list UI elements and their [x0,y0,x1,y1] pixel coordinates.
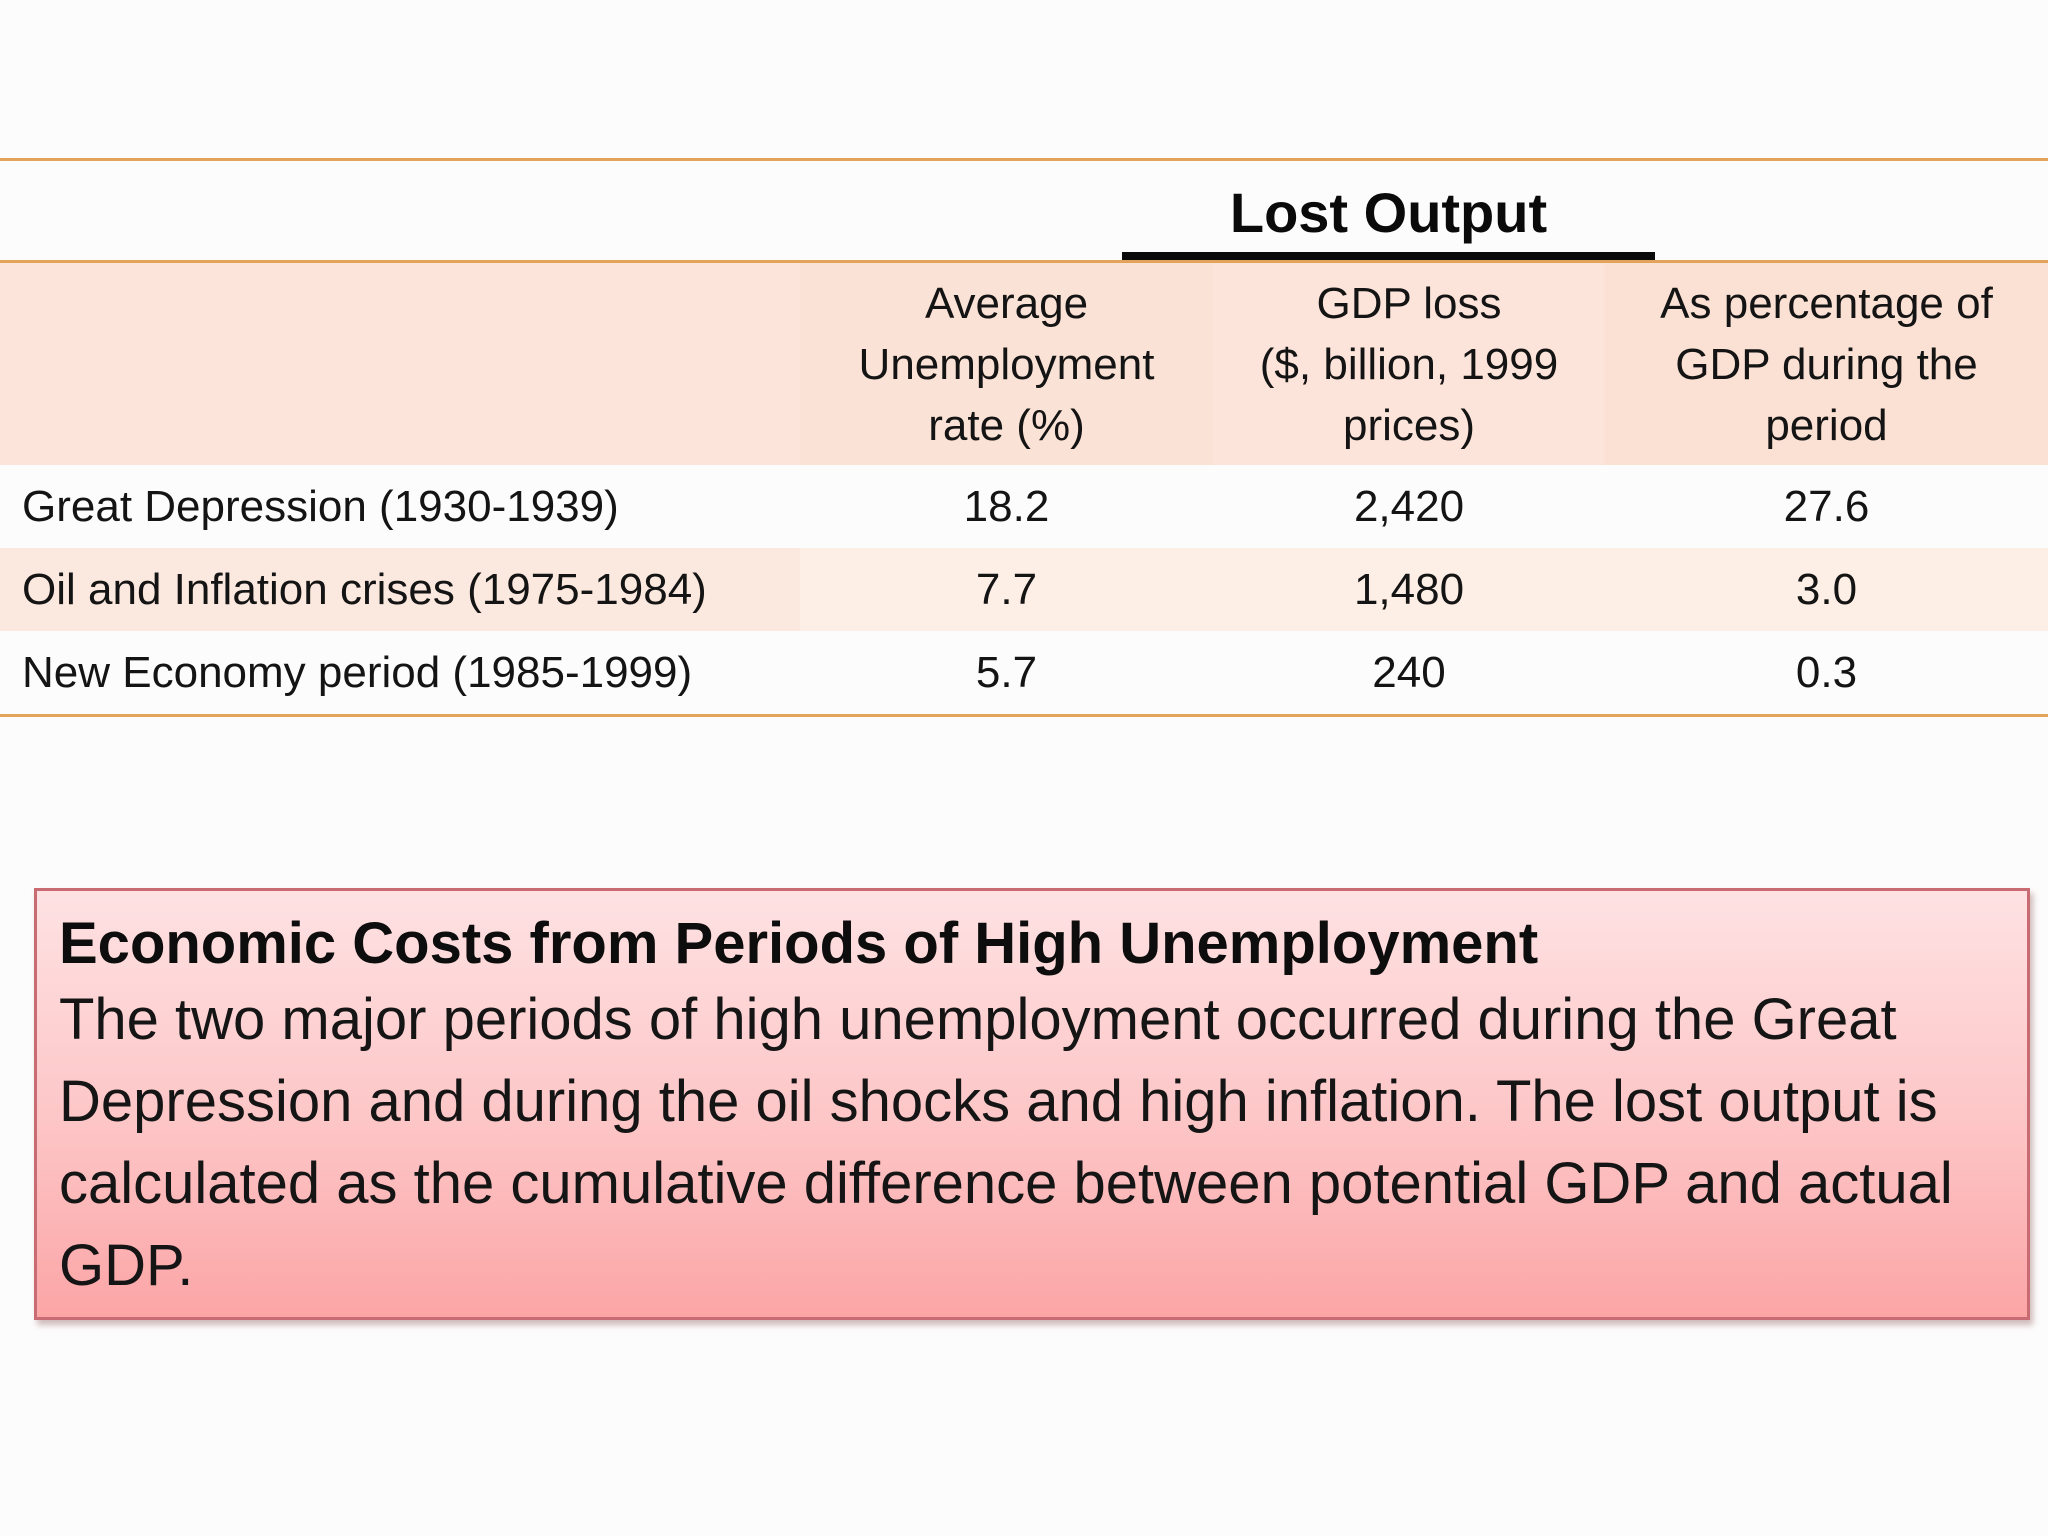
unemployment-value: 5.7 [975,647,1038,697]
lost-output-table: Lost Output Average Unemployment rate (%… [0,158,2048,717]
lost-output-heading: Lost Output [1229,181,1548,244]
gdp-loss-value: 1,480 [1353,564,1465,614]
caption-body: The two major periods of high unemployme… [59,987,1953,1298]
pct-gdp-value: 0.3 [1795,647,1858,697]
header-cell-unemployment: Average Unemployment rate (%) [800,263,1213,465]
caption-title: Economic Costs from Periods of High Unem… [59,911,1539,976]
header-unemployment-label: Average Unemployment rate (%) [858,278,1155,450]
table-row: New Economy period (1985-1999) 5.7 240 0… [0,631,2048,714]
lost-output-underline [1122,252,1655,260]
header-pct-gdp-label: As percentage of GDP during the period [1660,278,1993,450]
row-label: Great Depression (1930-1939) [22,481,619,531]
row-label: New Economy period (1985-1999) [22,647,693,697]
unemployment-value: 18.2 [963,481,1050,531]
header-cell-pct-gdp: As percentage of GDP during the period [1605,263,2048,465]
header-gdp-loss-label: GDP loss ($, billion, 1999 prices) [1259,278,1559,450]
pct-gdp-value: 3.0 [1795,564,1858,614]
header-cell-gdp-loss: GDP loss ($, billion, 1999 prices) [1213,263,1605,465]
header-cell-period [0,263,800,465]
gdp-loss-value: 2,420 [1353,481,1465,531]
unemployment-value: 7.7 [975,564,1038,614]
pct-gdp-value: 27.6 [1783,481,1870,531]
caption-box: Economic Costs from Periods of High Unem… [34,888,2030,1320]
table-row: Great Depression (1930-1939) 18.2 2,420 … [0,465,2048,548]
table-row: Oil and Inflation crises (1975-1984) 7.7… [0,548,2048,631]
gdp-loss-value: 240 [1372,647,1446,697]
row-label: Oil and Inflation crises (1975-1984) [0,548,800,631]
group-header-row: Lost Output [0,161,2048,263]
column-header-row: Average Unemployment rate (%) GDP loss (… [0,263,2048,465]
